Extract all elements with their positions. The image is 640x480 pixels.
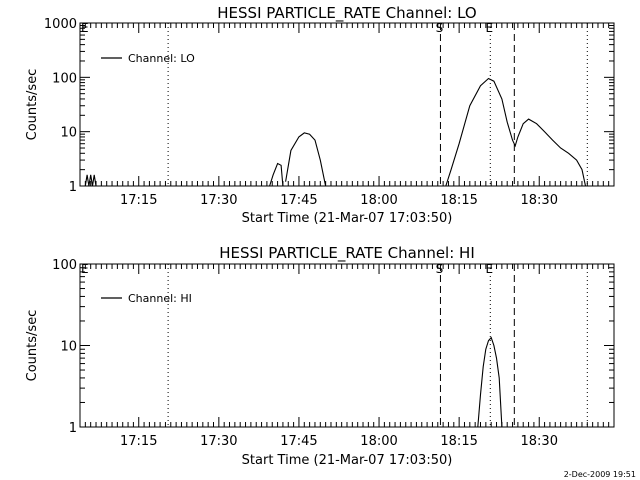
panel-2-x-tick-label: 18:00: [360, 434, 397, 449]
panel-2-corner-label: E: [81, 262, 89, 276]
panel-1-x-tick-label: 17:45: [280, 193, 317, 208]
panel-1-x-tick-label: 17:30: [200, 193, 237, 208]
panel-1-series-line-segment: [445, 77, 587, 187]
panel-1-x-tick-label: 18:00: [360, 193, 397, 208]
panel-1-plot-frame: [79, 22, 615, 187]
panel-1-y-tick-label: 10: [60, 126, 77, 141]
panel-2-x-tick-label: 17:15: [120, 434, 157, 449]
panel-1-legend-entry: Channel: LO: [128, 52, 195, 65]
panel-1-y-tick-label: 100: [52, 71, 77, 86]
date-stamp: 2-Dec-2009 19:51: [564, 470, 636, 479]
panel-2-y-tick-label: 10: [60, 340, 77, 355]
panel-2-y-axis-label: Counts/sec: [25, 310, 40, 382]
panel-1-title: HESSI PARTICLE_RATE Channel: LO: [217, 4, 476, 23]
panel-1-y-axis-label: Counts/sec: [25, 69, 40, 141]
panel-1-corner-label: E: [81, 21, 89, 35]
panel-1-y-tick-label: 1000: [44, 17, 77, 32]
panel-2-x-tick-label: 18:15: [440, 434, 477, 449]
panel-2-x-axis-label: Start Time (21-Mar-07 17:03:50): [242, 453, 453, 468]
panel-1-x-tick-label: 18:15: [440, 193, 477, 208]
panel-2-legend-entry: Channel: HI: [128, 292, 192, 305]
panel-1-marker-label: E: [485, 21, 493, 35]
panel-2-plot-frame: [79, 263, 615, 428]
panel-2-series-line-segment: [477, 336, 503, 428]
panel-2-x-tick-label: 17:45: [280, 434, 317, 449]
panel-2-marker-label: E: [485, 262, 493, 276]
panel-2-title: HESSI PARTICLE_RATE Channel: HI: [219, 244, 475, 263]
panel-2-marker-label: S: [436, 262, 444, 276]
panel-2-y-tick-label: 1: [69, 421, 77, 436]
panel-1-series-line-segment: [84, 174, 97, 187]
panel-1-series-line-segment: [285, 132, 327, 187]
panel-1-x-tick-label: 18:30: [521, 193, 558, 208]
panel-2-x-tick-label: 17:30: [200, 434, 237, 449]
panel-1-marker-label: S: [436, 21, 444, 35]
panel-2-x-tick-label: 18:30: [521, 434, 558, 449]
panel-2-y-tick-label: 100: [52, 258, 77, 273]
panel-1-x-tick-label: 17:15: [120, 193, 157, 208]
panel-1-series-line-segment: [269, 162, 284, 187]
panel-1-x-axis-label: Start Time (21-Mar-07 17:03:50): [242, 211, 453, 226]
panel-1-y-tick-label: 1: [69, 180, 77, 195]
